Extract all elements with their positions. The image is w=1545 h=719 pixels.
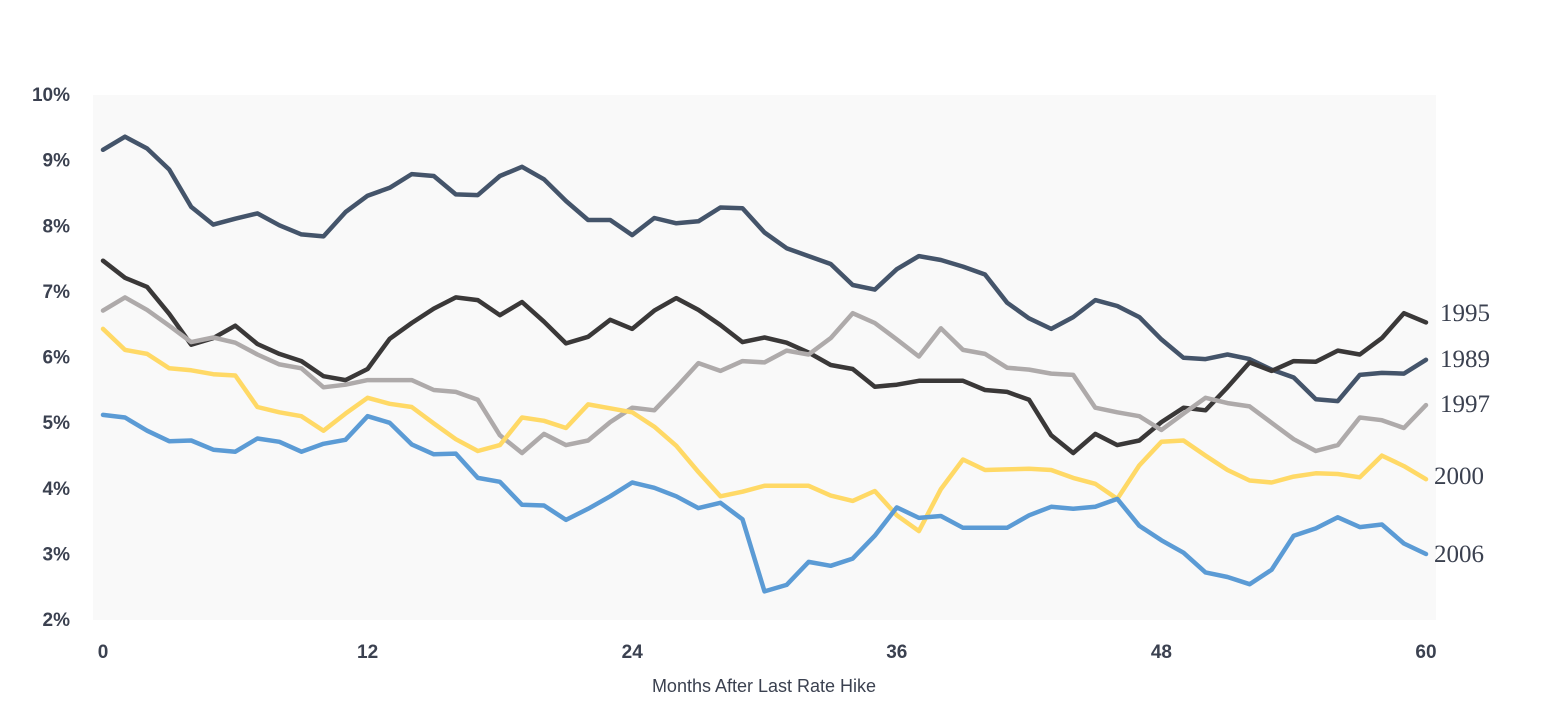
x-tick-label: 36 [886,642,907,663]
series-label-2000: 2000 [1434,463,1484,490]
series-labels: 1995 1989 1997 2000 2006 [1434,300,1490,568]
y-tick-label: 6% [43,348,71,369]
series-label-1995: 1995 [1440,300,1490,327]
y-tick-label: 7% [43,282,71,303]
series-line-2000 [100,326,1429,534]
y-tick-label: 9% [43,151,71,172]
series-line-2006 [100,412,1429,594]
y-tick-label: 4% [43,479,71,500]
y-tick-label: 10% [32,85,70,106]
y-tick-label: 3% [43,544,71,565]
series-line-1989 [100,134,1429,404]
series-line-1995 [100,258,1429,456]
x-tick-label: 0 [98,642,109,663]
series-label-1997: 1997 [1440,391,1490,418]
y-tick-label: 5% [43,413,71,434]
y-axis: 2% 3% 4% 5% 6% 7% 8% 9% 10% [32,85,70,631]
series-label-1989: 1989 [1440,346,1490,373]
x-tick-label: 12 [357,642,378,663]
series-label-2006: 2006 [1434,541,1484,568]
x-axis-title: Months After Last Rate Hike [652,676,876,696]
x-tick-label: 48 [1151,642,1172,663]
y-tick-label: 8% [43,216,71,237]
x-tick-label: 24 [622,642,644,663]
series-lines [100,134,1429,594]
x-axis: 0 12 24 36 48 60 [98,642,1437,663]
y-tick-label: 2% [43,610,71,631]
series-line-1997 [100,295,1429,456]
x-tick-label: 60 [1415,642,1436,663]
